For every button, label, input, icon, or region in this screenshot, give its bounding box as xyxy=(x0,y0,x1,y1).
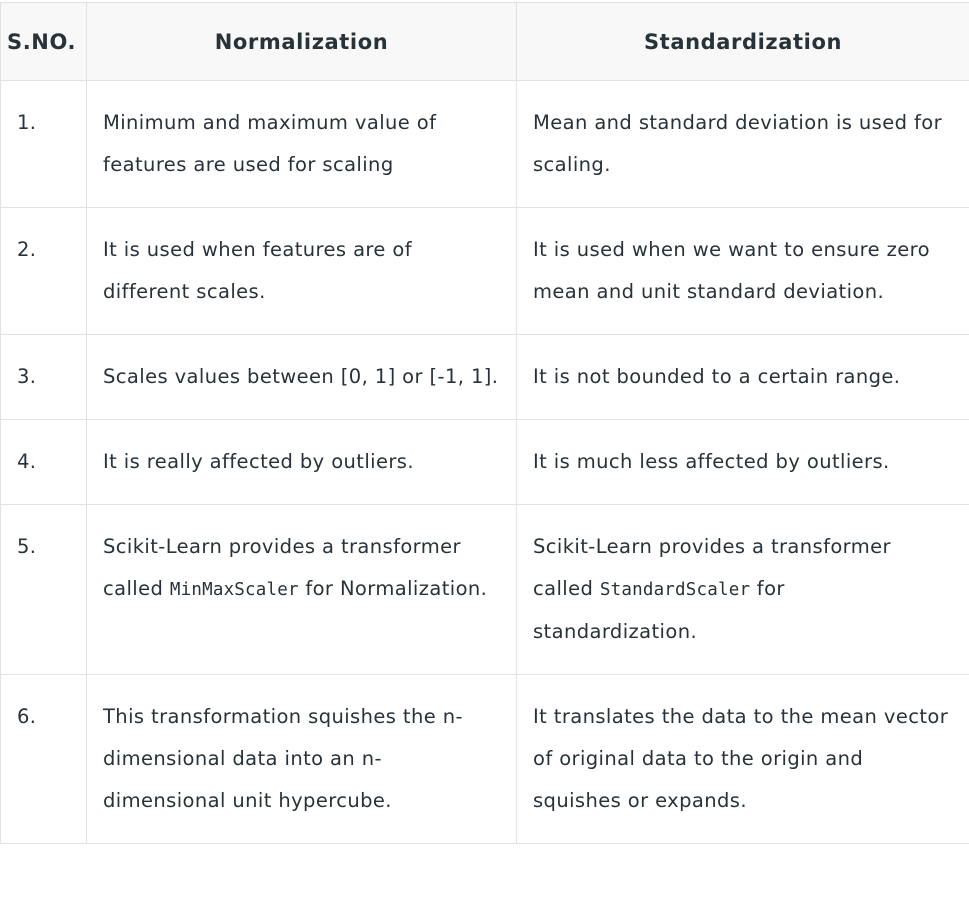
table-row: 3. Scales values between [0, 1] or [-1, … xyxy=(0,334,969,420)
header-sno: S.NO. xyxy=(0,2,87,81)
row-number: 5. xyxy=(0,504,87,675)
table-row: 5. Scikit-Learn provides a transformer c… xyxy=(0,504,969,675)
header-standardization: Standardization xyxy=(516,2,969,81)
code-minmaxscaler: MinMaxScaler xyxy=(169,580,299,600)
cell-text: for standardization. xyxy=(533,577,785,643)
normalization-cell: Scales values between [0, 1] or [-1, 1]. xyxy=(86,334,517,420)
normalization-cell: It is used when features are of differen… xyxy=(86,207,517,335)
standardization-cell: It translates the data to the mean vecto… xyxy=(516,674,969,844)
standardization-cell: It is used when we want to ensure zero m… xyxy=(516,207,969,335)
cell-text: for Normalization. xyxy=(298,577,488,600)
comparison-table: S.NO. Normalization Standardization 1. M… xyxy=(0,2,969,844)
normalization-cell: It is really affected by outliers. xyxy=(86,419,517,505)
header-row: S.NO. Normalization Standardization xyxy=(0,2,969,81)
table-row: 6. This transformation squishes the n-di… xyxy=(0,674,969,844)
standardization-cell: Scikit-Learn provides a transformer call… xyxy=(516,504,969,675)
row-number: 4. xyxy=(0,419,87,505)
code-standardscaler: StandardScaler xyxy=(599,580,751,600)
row-number: 2. xyxy=(0,207,87,335)
row-number: 1. xyxy=(0,80,87,208)
normalization-cell: Minimum and maximum value of features ar… xyxy=(86,80,517,208)
header-normalization: Normalization xyxy=(86,2,517,81)
table-row: 4. It is really affected by outliers. It… xyxy=(0,419,969,505)
normalization-cell: Scikit-Learn provides a transformer call… xyxy=(86,504,517,675)
normalization-cell: This transformation squishes the n-dimen… xyxy=(86,674,517,844)
row-number: 6. xyxy=(0,674,87,844)
row-number: 3. xyxy=(0,334,87,420)
table-row: 1. Minimum and maximum value of features… xyxy=(0,80,969,208)
standardization-cell: It is not bounded to a certain range. xyxy=(516,334,969,420)
cell-text: Scikit-Learn provides a transformer call… xyxy=(103,535,461,600)
standardization-cell: It is much less affected by outliers. xyxy=(516,419,969,505)
table-row: 2. It is used when features are of diffe… xyxy=(0,207,969,335)
cell-text: Scikit-Learn provides a transformer call… xyxy=(533,535,891,600)
standardization-cell: Mean and standard deviation is used for … xyxy=(516,80,969,208)
